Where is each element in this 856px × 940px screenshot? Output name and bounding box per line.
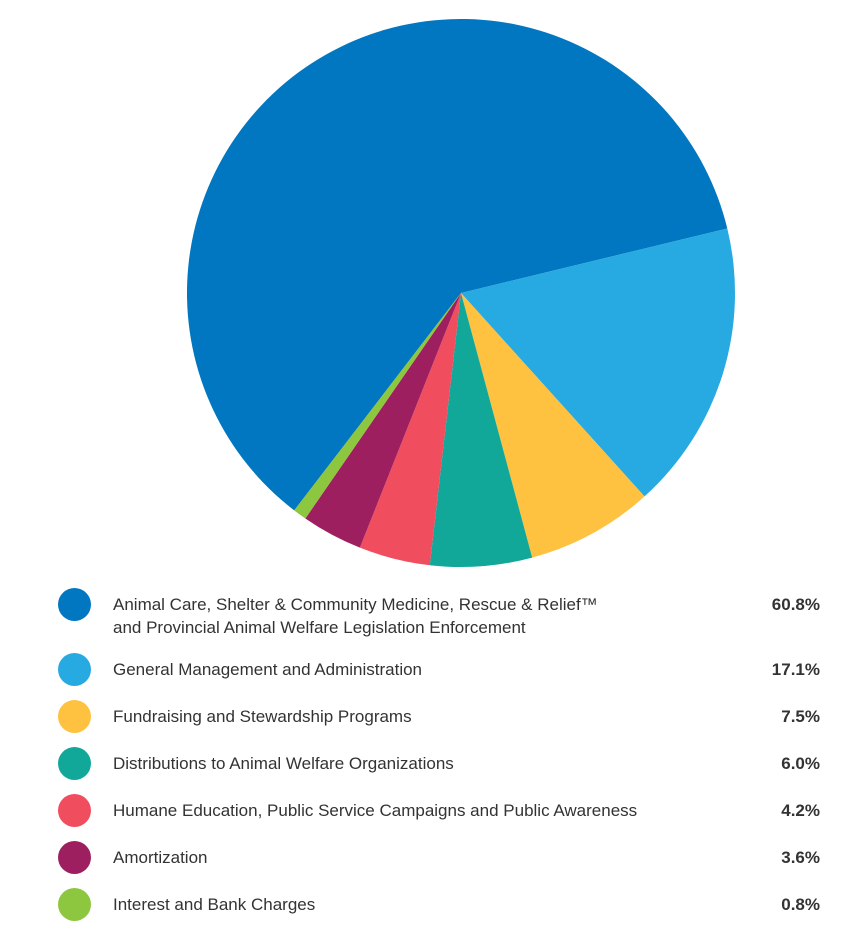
legend-value: 60.8%: [771, 595, 820, 614]
legend-label-line: Animal Care, Shelter & Community Medicin…: [113, 595, 598, 614]
legend-value: 7.5%: [781, 707, 820, 726]
legend-label: General Management and Administration: [113, 658, 740, 681]
legend-label-line: Amortization: [113, 848, 208, 867]
legend-item: General Management and Administration 17.…: [58, 653, 820, 686]
legend-item: Humane Education, Public Service Campaig…: [58, 794, 820, 827]
legend-label-line: Interest and Bank Charges: [113, 895, 316, 914]
pie-slice-2: [461, 228, 735, 497]
legend: Animal Care, Shelter & Community Medicin…: [58, 588, 820, 940]
legend-label: Humane Education, Public Service Campaig…: [113, 799, 740, 822]
legend-value: 3.6%: [781, 848, 820, 867]
legend-value: 17.1%: [771, 660, 820, 679]
legend-label-line: General Management and Administration: [113, 660, 423, 679]
legend-swatch: [58, 747, 91, 780]
legend-value: 4.2%: [781, 801, 820, 820]
legend-label-line: Humane Education, Public Service Campaig…: [113, 801, 638, 820]
legend-swatch: [58, 841, 91, 874]
pie-slice-4: [429, 293, 533, 568]
legend-item: Fundraising and Stewardship Programs 7.5%: [58, 700, 820, 733]
legend-item: Distributions to Animal Welfare Organiza…: [58, 747, 820, 780]
legend-swatch: [58, 700, 91, 733]
legend-label: Animal Care, Shelter & Community Medicin…: [113, 593, 740, 639]
legend-swatch: [58, 653, 91, 686]
legend-item: Amortization 3.6%: [58, 841, 820, 874]
legend-swatch: [58, 794, 91, 827]
pie-chart: [186, 18, 735, 568]
pie-slice-3: [461, 293, 645, 558]
legend-label-line: and Provincial Animal Welfare Legislatio…: [113, 618, 526, 637]
legend-label: Distributions to Animal Welfare Organiza…: [113, 752, 740, 775]
legend-label: Amortization: [113, 846, 740, 869]
pie-slice-7: [294, 293, 461, 519]
legend-value: 6.0%: [781, 754, 820, 773]
legend-label: Fundraising and Stewardship Programs: [113, 705, 740, 728]
legend-item: Animal Care, Shelter & Community Medicin…: [58, 588, 820, 639]
legend-label-line: Fundraising and Stewardship Programs: [113, 707, 412, 726]
legend-swatch: [58, 888, 91, 921]
pie-slice-6: [305, 293, 461, 548]
legend-label: Interest and Bank Charges: [113, 893, 740, 916]
pie-slice-1: [186, 18, 728, 511]
pie-slice-5: [359, 293, 461, 566]
legend-value: 0.8%: [781, 895, 820, 914]
legend-item: Interest and Bank Charges 0.8%: [58, 888, 820, 921]
legend-swatch: [58, 588, 91, 621]
legend-label-line: Distributions to Animal Welfare Organiza…: [113, 754, 454, 773]
